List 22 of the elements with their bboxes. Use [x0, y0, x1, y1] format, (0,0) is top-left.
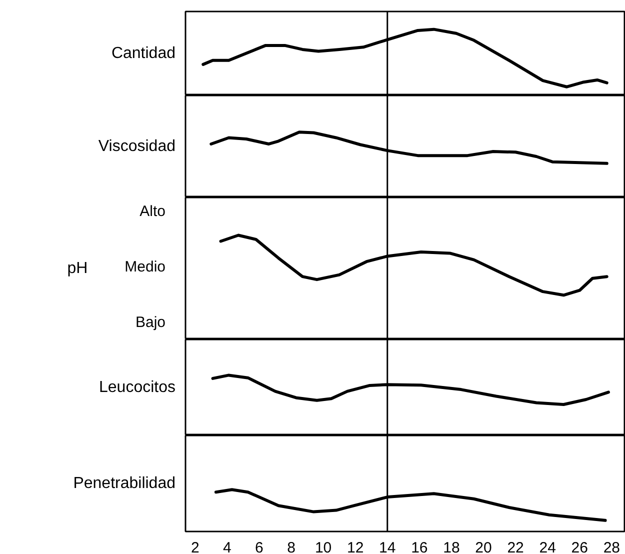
x-tick-label: 12 [346, 540, 364, 554]
y-axis-title: Penetrabilidad [73, 475, 176, 492]
x-tick-label: 14 [379, 540, 396, 554]
text: Medio [124, 258, 166, 276]
y-axis-title: pH [67, 260, 88, 277]
x-tick-label: 2 [190, 540, 200, 554]
x-tick-label: 8 [287, 540, 296, 554]
y-axis-title: Viscosidad [98, 138, 176, 155]
x-tick-label: 16 [411, 540, 428, 554]
text: Alto [140, 203, 166, 220]
x-tick-label: 24 [539, 540, 556, 554]
x-tick-label: 22 [507, 540, 524, 554]
text: Bajo [135, 314, 166, 331]
x-tick-label: 4 [222, 540, 232, 554]
y-axis-title: Cantidad [111, 45, 176, 62]
x-tick-label: 6 [255, 540, 264, 554]
y-axis-title: Leucocitos [99, 379, 176, 396]
x-tick-label: 18 [443, 540, 460, 554]
x-tick-label: 20 [475, 540, 492, 554]
x-tick-label: 26 [571, 540, 588, 554]
x-tick-label: 28 [603, 540, 620, 554]
x-tick-label: 10 [314, 540, 332, 554]
